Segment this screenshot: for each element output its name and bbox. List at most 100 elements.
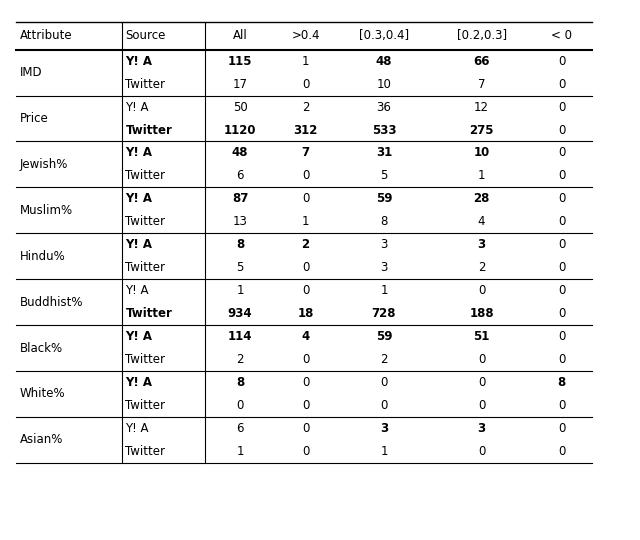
- Text: Y! A: Y! A: [125, 422, 149, 435]
- Text: Twitter: Twitter: [125, 170, 165, 183]
- Text: Twitter: Twitter: [125, 124, 172, 137]
- Text: 6: 6: [236, 422, 244, 435]
- Text: 4: 4: [478, 215, 485, 228]
- Text: White%: White%: [20, 387, 65, 401]
- Text: 0: 0: [478, 376, 485, 389]
- Text: < 0: < 0: [551, 29, 572, 42]
- Text: 0: 0: [558, 215, 565, 228]
- Text: 0: 0: [558, 170, 565, 183]
- Text: 0: 0: [558, 78, 565, 91]
- Text: Twitter: Twitter: [125, 261, 165, 274]
- Text: 8: 8: [236, 238, 244, 251]
- Text: 87: 87: [232, 192, 248, 205]
- Text: 8: 8: [236, 376, 244, 389]
- Text: 0: 0: [558, 55, 565, 68]
- Text: 48: 48: [376, 55, 392, 68]
- Text: 0: 0: [558, 330, 565, 343]
- Text: 1: 1: [478, 170, 485, 183]
- Text: 0: 0: [558, 100, 565, 113]
- Text: 1: 1: [302, 55, 309, 68]
- Text: 0: 0: [478, 284, 485, 297]
- Text: 3: 3: [380, 238, 388, 251]
- Text: 0: 0: [558, 353, 565, 366]
- Text: Y! A: Y! A: [125, 100, 149, 113]
- Text: 3: 3: [380, 422, 388, 435]
- Text: Source: Source: [125, 29, 166, 42]
- Text: Twitter: Twitter: [125, 307, 172, 320]
- Text: 10: 10: [376, 78, 392, 91]
- Text: Twitter: Twitter: [125, 445, 165, 458]
- Text: 0: 0: [478, 399, 485, 412]
- Text: IMD: IMD: [20, 66, 42, 79]
- Text: 48: 48: [232, 146, 248, 159]
- Text: 2: 2: [236, 353, 244, 366]
- Text: Y! A: Y! A: [125, 330, 152, 343]
- Text: 12: 12: [474, 100, 489, 113]
- Text: 51: 51: [474, 330, 490, 343]
- Text: 7: 7: [301, 146, 310, 159]
- Text: Hindu%: Hindu%: [20, 249, 65, 263]
- Text: Y! A: Y! A: [125, 376, 152, 389]
- Text: Attribute: Attribute: [20, 29, 72, 42]
- Text: 728: 728: [372, 307, 396, 320]
- Text: 8: 8: [380, 215, 388, 228]
- Text: 0: 0: [380, 399, 388, 412]
- Text: Y! A: Y! A: [125, 238, 152, 251]
- Text: 188: 188: [469, 307, 494, 320]
- Text: 50: 50: [232, 100, 248, 113]
- Text: 0: 0: [302, 376, 309, 389]
- Text: 0: 0: [558, 399, 565, 412]
- Text: 28: 28: [474, 192, 490, 205]
- Text: Twitter: Twitter: [125, 78, 165, 91]
- Text: Twitter: Twitter: [125, 353, 165, 366]
- Text: 6: 6: [236, 170, 244, 183]
- Text: 0: 0: [302, 78, 309, 91]
- Text: 59: 59: [376, 330, 392, 343]
- Text: 7: 7: [478, 78, 485, 91]
- Text: 275: 275: [469, 124, 494, 137]
- Text: 0: 0: [302, 399, 309, 412]
- Text: 0: 0: [558, 238, 565, 251]
- Text: 17: 17: [232, 78, 248, 91]
- Text: 59: 59: [376, 192, 392, 205]
- Text: 18: 18: [298, 307, 314, 320]
- Text: Muslim%: Muslim%: [20, 204, 73, 217]
- Text: 312: 312: [293, 124, 318, 137]
- Text: Jewish%: Jewish%: [20, 158, 68, 171]
- Text: Y! A: Y! A: [125, 55, 152, 68]
- Text: 0: 0: [558, 261, 565, 274]
- Text: 1: 1: [380, 284, 388, 297]
- Text: 0: 0: [302, 261, 309, 274]
- Text: 1: 1: [236, 284, 244, 297]
- Text: Price: Price: [20, 112, 49, 125]
- Text: Y! A: Y! A: [125, 284, 149, 297]
- Text: >0.4: >0.4: [291, 29, 320, 42]
- Text: Asian%: Asian%: [20, 433, 63, 447]
- Text: 533: 533: [372, 124, 396, 137]
- Text: 934: 934: [228, 307, 252, 320]
- Text: 0: 0: [302, 170, 309, 183]
- Text: 1: 1: [380, 445, 388, 458]
- Text: 0: 0: [558, 146, 565, 159]
- Text: 0: 0: [380, 376, 388, 389]
- Text: Y! A: Y! A: [125, 146, 152, 159]
- Text: 0: 0: [236, 399, 244, 412]
- Text: [0.3,0.4]: [0.3,0.4]: [359, 29, 409, 42]
- Text: 5: 5: [236, 261, 244, 274]
- Text: 0: 0: [558, 284, 565, 297]
- Text: 3: 3: [380, 261, 388, 274]
- Text: 3: 3: [477, 422, 486, 435]
- Text: 10: 10: [474, 146, 490, 159]
- Text: 2: 2: [380, 353, 388, 366]
- Text: 115: 115: [228, 55, 252, 68]
- Text: Twitter: Twitter: [125, 215, 165, 228]
- Text: 31: 31: [376, 146, 392, 159]
- Text: 13: 13: [232, 215, 248, 228]
- Text: [0.2,0.3]: [0.2,0.3]: [456, 29, 507, 42]
- Text: 0: 0: [558, 124, 565, 137]
- Text: Black%: Black%: [20, 341, 63, 355]
- Text: 4: 4: [301, 330, 310, 343]
- Text: Y! A: Y! A: [125, 192, 152, 205]
- Text: 0: 0: [302, 192, 309, 205]
- Text: 0: 0: [558, 422, 565, 435]
